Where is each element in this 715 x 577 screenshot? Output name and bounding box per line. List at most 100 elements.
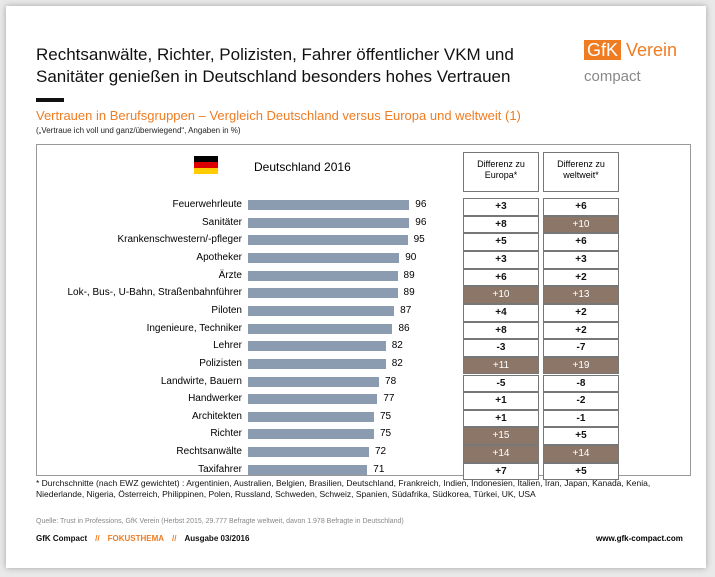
table-cell: +14 (463, 445, 539, 463)
value-label: 78 (385, 375, 397, 387)
chart: Deutschland 2016 Differenz zu Europa* Diff… (6, 6, 706, 568)
footer: GfK Compact // FOKUSTHEMA // Ausgabe 03/2016 (36, 534, 257, 543)
logo-sub: compact (584, 68, 641, 85)
bar (248, 394, 378, 405)
bar (248, 341, 386, 352)
flag (194, 156, 218, 174)
chart-title: Deutschland 2016 (254, 160, 351, 174)
value-label: 87 (400, 304, 412, 316)
table-cell: +1 (463, 409, 539, 428)
table-cell: -7 (543, 339, 619, 357)
value-label: 77 (383, 393, 395, 405)
table-cell: +8 (463, 321, 539, 340)
bar (248, 288, 398, 299)
table-cell: -1 (543, 409, 619, 428)
logo: GfK Verein (584, 40, 677, 61)
category-label: Sanitäter (201, 216, 242, 228)
source: Quelle: Trust in Professions, GfK Verein… (36, 518, 404, 525)
category-label: Feuerwehrleute (172, 199, 242, 210)
value-label: 89 (403, 269, 415, 281)
bar (248, 252, 400, 263)
table-cell: +3 (463, 198, 539, 216)
category-label: Krankenschwestern/-pfleger (117, 234, 242, 246)
footer-part: Ausgabe 03/2016 (184, 534, 250, 543)
title-line: Sanitäter genießen in Deutschland besond… (36, 67, 511, 86)
value-label: 96 (415, 216, 427, 228)
logo-brand: GfK (584, 40, 622, 60)
bar (248, 447, 369, 458)
footer-part: FOKUSTHEMA (107, 534, 165, 543)
value-label: 72 (374, 446, 387, 458)
table-cell: +13 (543, 286, 619, 304)
table-cell: +5 (543, 427, 619, 446)
bar (248, 305, 395, 316)
value-label: 90 (405, 251, 417, 263)
table-cell: -8 (543, 374, 619, 393)
title-line: Rechtsanwälte, Richter, Polizisten, Fahr… (36, 45, 514, 64)
bar (248, 217, 410, 228)
table-cell: +2 (543, 268, 619, 287)
table-cell: +15 (463, 427, 539, 446)
table-cell: +11 (463, 356, 539, 375)
table-header: Differenz zu weltweit* (543, 152, 619, 192)
category-label: Richter (210, 428, 242, 440)
table-cell: +8 (463, 215, 539, 234)
category-label: Piloten (211, 304, 242, 316)
bar (248, 358, 386, 369)
category-label: Rechtsanwälte (176, 446, 242, 458)
table-cell: +2 (543, 303, 619, 322)
table-cell: +19 (543, 356, 619, 375)
bar (248, 464, 368, 475)
bar (248, 323, 393, 334)
footer-part: GfK Compact (36, 534, 88, 543)
value-label: 86 (398, 322, 410, 334)
category-label: Ingenieure, Techniker (146, 322, 242, 334)
table-cell: +3 (463, 250, 539, 269)
title: Rechtsanwälte, Richter, Polizisten, Fahr… (36, 44, 514, 88)
chart-frame (36, 144, 691, 476)
table-cell: +5 (543, 462, 619, 481)
table-cell: +2 (543, 321, 619, 340)
category-label: Architekten (191, 410, 242, 422)
page: Rechtsanwälte, Richter, Polizisten, Fahr… (6, 6, 706, 568)
table-cell: +6 (543, 233, 619, 251)
table-cell: +6 (543, 198, 619, 216)
table-cell: -2 (543, 392, 619, 410)
table-cell: +6 (463, 268, 539, 287)
value-label: 95 (413, 234, 425, 246)
table-cell: +10 (463, 286, 539, 304)
category-label: Ärzte (218, 269, 242, 281)
category-label: Polizisten (199, 357, 242, 369)
subtitle: Vertrauen in Berufsgruppen – Vergleich D… (36, 108, 521, 123)
value-label: 75 (380, 428, 392, 440)
table-cell: +5 (463, 233, 539, 251)
table-cell: +3 (543, 250, 619, 269)
footer-part: // (95, 534, 100, 543)
table-cell: +14 (543, 445, 619, 463)
bar (248, 235, 408, 246)
value-label: 82 (391, 357, 403, 369)
bar (248, 411, 374, 422)
table-cell: +4 (463, 303, 539, 322)
category-label: Taxifahrer (198, 463, 242, 475)
category-label: Landwirte, Bauern (160, 375, 242, 387)
logo-name: Verein (626, 40, 678, 60)
table-cell: -3 (463, 339, 539, 357)
rule (36, 98, 64, 102)
footer-url: www.gfk-compact.com (596, 534, 683, 543)
value-label: 82 (391, 340, 403, 352)
value-label: 71 (373, 463, 385, 475)
value-label: 89 (403, 287, 415, 299)
bar (248, 376, 380, 387)
category-label: Lok-, Bus-, U-Bahn, Straßenbahnführer (67, 287, 242, 299)
table-cell: +1 (463, 392, 539, 410)
value-label: 75 (380, 410, 392, 422)
bar (248, 270, 398, 281)
bar (248, 200, 410, 210)
table-cell: +10 (543, 215, 619, 234)
table-cell: +7 (463, 462, 539, 481)
footnote: * Durchschnitte (nach EWZ gewichtet) : A… (36, 478, 651, 499)
category-label: Apotheker (196, 251, 242, 263)
category-label: Lehrer (213, 340, 242, 352)
value-label: 96 (415, 199, 427, 210)
